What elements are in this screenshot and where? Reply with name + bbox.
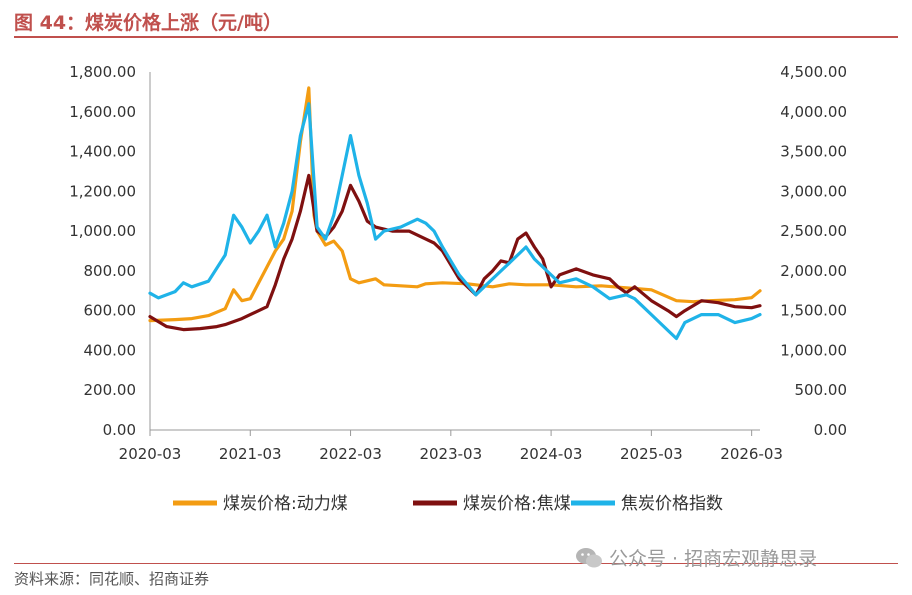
watermark: 公众号 · 招商宏观静思录 bbox=[575, 544, 817, 571]
watermark-text: 公众号 · 招商宏观静思录 bbox=[609, 548, 818, 570]
y-right-tick-label: 1,000.00 bbox=[780, 341, 847, 359]
y-left-tick-label: 1,600.00 bbox=[69, 103, 136, 121]
y-right-tick-label: 3,000.00 bbox=[780, 182, 847, 200]
figure-title: 图 44：煤炭价格上涨（元/吨） bbox=[14, 12, 282, 34]
x-tick-label: 2026-03 bbox=[720, 445, 783, 463]
y-right-tick-label: 1,500.00 bbox=[780, 302, 847, 320]
title-rule bbox=[14, 36, 898, 38]
y-left-tick-label: 600.00 bbox=[84, 302, 137, 320]
series-line-2 bbox=[148, 102, 762, 341]
y-right-tick-label: 2,000.00 bbox=[780, 262, 847, 280]
y-right-tick-label: 3,500.00 bbox=[780, 143, 847, 161]
x-tick-label: 2023-03 bbox=[419, 445, 482, 463]
x-tick-label: 2020-03 bbox=[119, 445, 182, 463]
y-left-tick-label: 400.00 bbox=[84, 341, 137, 359]
x-tick-label: 2021-03 bbox=[219, 445, 282, 463]
y-right-tick-label: 2,500.00 bbox=[780, 222, 847, 240]
legend-label: 煤炭价格:动力煤 bbox=[223, 494, 348, 514]
y-right-tick-label: 0.00 bbox=[814, 421, 847, 439]
y-left-tick-label: 1,200.00 bbox=[69, 182, 136, 200]
x-tick-label: 2024-03 bbox=[520, 445, 583, 463]
legend-label: 焦炭价格指数 bbox=[621, 494, 723, 514]
y-left-tick-label: 1,000.00 bbox=[69, 222, 136, 240]
y-left-tick-label: 200.00 bbox=[84, 381, 137, 399]
coal-price-chart: 0.00 200.00 400.00 600.00 800.00 1,000.00 1,20… bbox=[69, 63, 848, 514]
y-left-tick-label: 1,400.00 bbox=[69, 143, 136, 161]
y-right-tick-label: 500.00 bbox=[795, 381, 848, 399]
wechat-icon bbox=[576, 547, 602, 567]
footer-rule bbox=[14, 563, 898, 564]
y-left-tick-label: 800.00 bbox=[84, 262, 137, 280]
y-right-tick-label: 4,000.00 bbox=[780, 103, 847, 121]
x-tick-label: 2022-03 bbox=[319, 445, 382, 463]
y-left-tick-label: 0.00 bbox=[103, 421, 136, 439]
series-line-0 bbox=[148, 86, 762, 323]
y-left-tick-label: 1,800.00 bbox=[69, 63, 136, 81]
legend-label: 煤炭价格:焦煤 bbox=[463, 494, 571, 514]
x-tick-label: 2025-03 bbox=[620, 445, 683, 463]
series-line-1 bbox=[148, 173, 762, 332]
source-note: 资料来源：同花顺、招商证券 bbox=[14, 570, 210, 588]
y-right-tick-label: 4,500.00 bbox=[780, 63, 847, 81]
